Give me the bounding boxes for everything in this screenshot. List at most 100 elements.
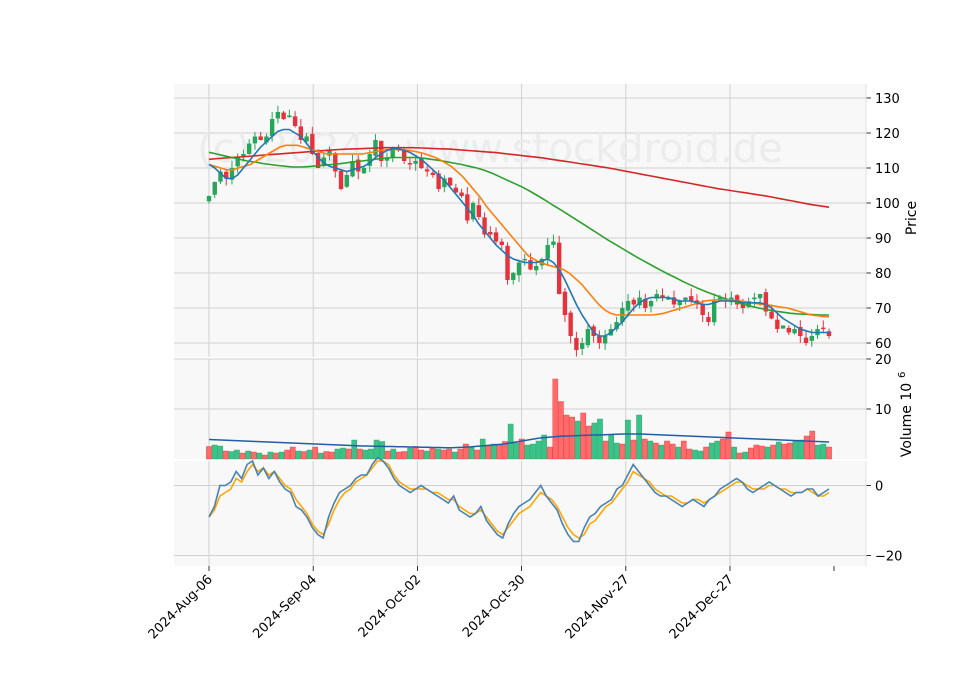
- candle-up: [545, 245, 550, 259]
- candle-up: [212, 182, 217, 195]
- volume-bar-down: [569, 416, 575, 460]
- candle-up: [252, 136, 258, 144]
- volume-bar-down: [586, 425, 592, 460]
- volume-bar-down: [384, 450, 391, 460]
- candle-down: [700, 303, 705, 315]
- candle-down: [436, 173, 441, 189]
- volume-bar-up: [524, 444, 531, 460]
- candle-up: [327, 150, 332, 156]
- volume-bar-down: [496, 444, 503, 460]
- candle-up: [614, 322, 619, 330]
- candle-down: [419, 158, 424, 168]
- candle-up: [470, 203, 476, 220]
- volume-bar-up: [597, 418, 603, 460]
- volume-bar-up: [278, 451, 285, 460]
- volume-bar-down: [725, 431, 732, 460]
- candle-down: [568, 312, 573, 336]
- price-tick-label: 60: [875, 337, 892, 352]
- candle-down: [798, 326, 803, 336]
- candle-up: [579, 343, 585, 349]
- volume-bar-down: [357, 448, 363, 460]
- volume-bar-up: [468, 446, 475, 460]
- volume-bar-down: [250, 451, 257, 460]
- candle-up: [241, 154, 246, 157]
- candle-up: [746, 301, 751, 308]
- candle-up: [344, 175, 349, 187]
- volume-bar-down: [329, 451, 335, 460]
- candle-down: [430, 172, 436, 175]
- candle-up: [361, 168, 367, 174]
- volume-bar-down: [546, 446, 553, 460]
- candle-up: [269, 119, 275, 137]
- candle-down: [459, 192, 464, 196]
- volume-bar-up: [591, 422, 598, 460]
- candle-down: [689, 296, 694, 301]
- candle-up: [534, 266, 539, 271]
- volume-bar-down: [552, 378, 559, 460]
- price-tick-label: 120: [875, 127, 900, 142]
- candle-down: [333, 152, 338, 172]
- candle-up: [522, 259, 527, 261]
- volume-bar-down: [463, 443, 469, 460]
- price-tick-label: 110: [875, 162, 900, 177]
- candle-up: [275, 112, 281, 119]
- volume-bar-down: [485, 445, 492, 460]
- volume-bar-up: [764, 446, 771, 460]
- volume-bar-up: [613, 442, 620, 460]
- candle-up: [637, 297, 642, 306]
- volume-bar-down: [826, 446, 832, 460]
- volume-bar-up: [479, 438, 486, 460]
- volume-bar-down: [518, 438, 525, 460]
- oscillator-panel: [208, 456, 830, 543]
- volume-bar-down: [803, 435, 810, 460]
- volume-bar-up: [256, 452, 263, 460]
- volume-bar-down: [502, 441, 508, 460]
- volume-bar-down: [273, 452, 279, 460]
- volume-bar-down: [602, 440, 609, 460]
- candle-down: [453, 187, 459, 193]
- x-tick-label: 2024-Sep-04: [250, 572, 320, 642]
- volume-bar-down: [440, 449, 447, 460]
- volume-bar-up: [217, 445, 223, 460]
- volume-bar-down: [748, 447, 754, 460]
- candle-down: [706, 316, 711, 322]
- candle-down: [493, 232, 499, 242]
- candle-down: [803, 337, 809, 343]
- candle-up: [539, 259, 545, 266]
- volume-bar-down: [619, 443, 626, 460]
- volume-bar-down: [759, 445, 765, 460]
- volume-bar-up: [708, 442, 715, 460]
- volume-bar-down: [301, 451, 307, 460]
- price-tick-label: 90: [875, 232, 892, 247]
- volume-average-line: [208, 433, 830, 449]
- volume-bar-up: [245, 450, 251, 460]
- candle-down: [826, 331, 832, 336]
- volume-bar-up: [407, 447, 413, 460]
- candle-down: [786, 327, 792, 333]
- candle-up: [264, 136, 269, 143]
- volume-bar-up: [362, 449, 369, 460]
- price-tick-label: 80: [875, 267, 892, 282]
- volume-bar-down: [262, 454, 268, 460]
- volume-bar-up: [373, 439, 380, 460]
- candle-down: [660, 295, 665, 298]
- candle-up: [218, 171, 223, 182]
- volume-bar-down: [474, 449, 480, 460]
- price-tick-label: 70: [875, 302, 892, 317]
- volume-bar-up: [775, 441, 782, 460]
- candle-up: [304, 136, 309, 142]
- volume-bar-down: [703, 446, 709, 460]
- candle-up: [413, 161, 418, 164]
- candle-down: [505, 245, 510, 280]
- candle-down: [292, 116, 298, 126]
- volume-bar-down: [396, 451, 402, 460]
- oscillator-tick-label: 0: [875, 480, 883, 495]
- candle-up: [792, 329, 797, 334]
- volume-bar-up: [625, 419, 631, 460]
- candle-down: [407, 163, 413, 165]
- candle-down: [769, 311, 774, 319]
- volume-bar-down: [401, 451, 408, 460]
- volume-bar-up: [211, 444, 218, 460]
